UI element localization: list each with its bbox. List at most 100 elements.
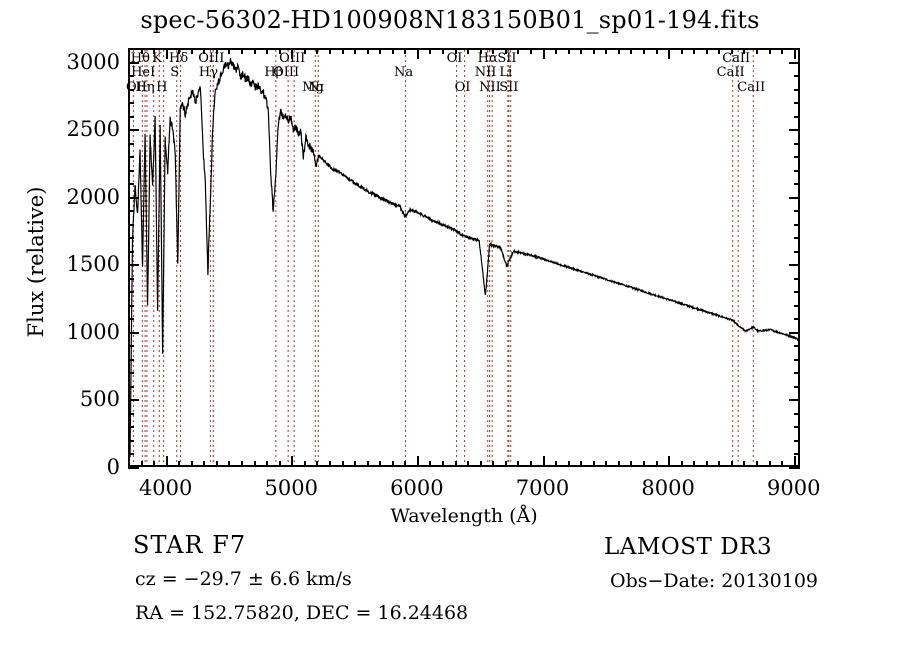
y-tick [128, 426, 134, 429]
x-tick [404, 461, 407, 467]
x-tick [153, 461, 156, 467]
y-tick [128, 156, 134, 159]
x-tick-label: 5000 [264, 476, 318, 500]
x-tick-top [479, 48, 482, 54]
y-tick [128, 439, 134, 442]
x-tick [592, 461, 595, 467]
x-tick [781, 461, 784, 467]
y-tick [128, 196, 139, 199]
y-tick-right [794, 345, 800, 348]
y-tick-right [794, 75, 800, 78]
x-tick [504, 461, 507, 467]
x-tick [442, 461, 445, 467]
y-tick [128, 264, 139, 267]
x-tick-top [140, 48, 143, 54]
x-tick [617, 461, 620, 467]
x-tick [303, 461, 306, 467]
x-tick-top [655, 48, 658, 54]
x-tick-label: 7000 [515, 476, 570, 500]
y-tick-right [794, 210, 800, 213]
x-tick-top [730, 48, 733, 54]
x-tick-top [429, 48, 432, 54]
spectral-line-label: SII [497, 51, 517, 66]
y-tick [128, 304, 134, 307]
spectral-line-label: H [156, 80, 168, 95]
y-tick-right [789, 61, 800, 64]
spectral-line-label: Na [393, 65, 414, 80]
x-tick [278, 461, 281, 467]
x-tick-top [366, 48, 369, 54]
y-tick [128, 331, 139, 334]
x-tick-top [316, 48, 319, 54]
y-tick-right [789, 264, 800, 267]
x-tick-top [517, 48, 520, 54]
y-tick [128, 277, 134, 280]
x-tick [178, 461, 181, 467]
x-tick [190, 461, 193, 467]
y-tick [128, 291, 134, 294]
y-tick-right [794, 318, 800, 321]
redshift-velocity-text: cz = −29.7 ± 6.6 km/s [135, 568, 352, 590]
x-tick [655, 461, 658, 467]
x-tick [718, 461, 721, 467]
y-tick [128, 142, 134, 145]
x-tick-top [454, 48, 457, 54]
x-tick-top [354, 48, 357, 54]
y-tick-right [794, 223, 800, 226]
y-tick-right [794, 277, 800, 280]
x-tick [253, 461, 256, 467]
spectral-line-label: CaII [737, 80, 766, 95]
y-tick-right [794, 183, 800, 186]
y-tick [128, 467, 139, 469]
x-tick [291, 456, 294, 467]
y-tick [128, 129, 139, 132]
spectrum-plot [128, 48, 800, 467]
x-tick-top [504, 48, 507, 54]
x-tick-top [253, 48, 256, 54]
x-tick-top [718, 48, 721, 54]
y-tick-right [794, 412, 800, 415]
y-tick-label: 1000 [66, 319, 120, 344]
y-tick-right [794, 372, 800, 375]
y-tick-label: 0 [106, 455, 120, 479]
y-tick [128, 399, 139, 402]
x-tick-top [467, 48, 470, 54]
y-tick [128, 115, 134, 118]
x-tick [492, 461, 495, 467]
x-tick [642, 461, 645, 467]
x-tick-label: 6000 [390, 476, 444, 500]
x-tick [605, 461, 608, 467]
x-tick-top [328, 48, 331, 54]
spectral-line-label: HeI [131, 65, 156, 80]
x-tick-top [241, 48, 244, 54]
x-tick [228, 461, 231, 467]
x-tick-top [630, 48, 633, 54]
spectral-line-label: SII [499, 80, 519, 95]
y-tick [128, 48, 134, 50]
object-class-text: STAR F7 [133, 531, 247, 559]
coordinates-text: RA = 152.75820, DEC = 16.24468 [135, 602, 469, 624]
x-tick-top [693, 48, 696, 54]
y-tick-label: 500 [79, 387, 120, 412]
y-tick [128, 453, 134, 456]
x-tick [140, 461, 143, 467]
x-axis-title: Wavelength (Å) [390, 505, 538, 527]
x-tick-top [529, 48, 532, 54]
spectrum-curve [130, 58, 798, 458]
x-tick [215, 461, 218, 467]
y-tick [128, 169, 134, 172]
x-tick [680, 461, 683, 467]
x-tick-top [567, 48, 570, 54]
x-tick-top [291, 48, 294, 59]
x-tick [542, 456, 545, 467]
x-tick-top [416, 48, 419, 59]
y-tick [128, 210, 134, 213]
x-tick [705, 461, 708, 467]
y-tick-right [794, 102, 800, 105]
x-tick [241, 461, 244, 467]
y-tick [128, 318, 134, 321]
x-tick [467, 461, 470, 467]
y-tick-right [794, 48, 800, 50]
x-tick [580, 461, 583, 467]
x-tick [366, 461, 369, 467]
